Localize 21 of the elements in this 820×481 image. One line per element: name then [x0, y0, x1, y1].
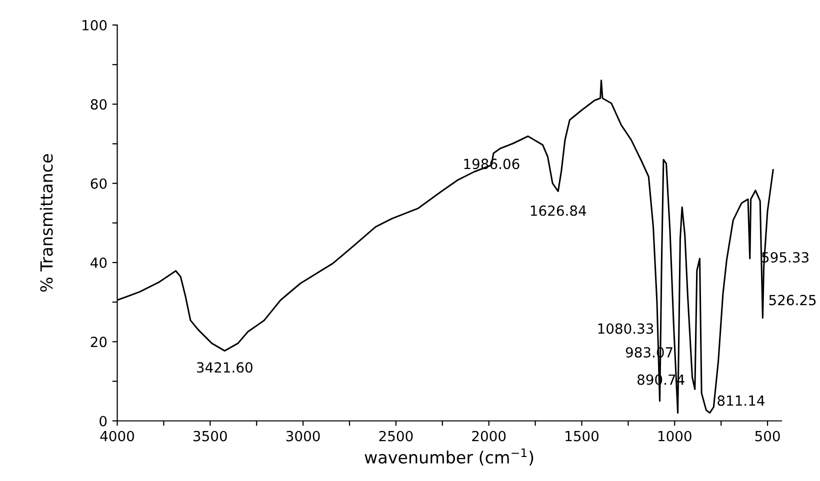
- x-axis-title: wavenumber (cm$^{−1}$): [364, 448, 534, 466]
- x-tick-label: 3000: [286, 430, 320, 442]
- x-tick-label: 3500: [194, 430, 227, 442]
- x-tick-label: 2500: [379, 430, 413, 442]
- annotation: 811.14: [718, 395, 765, 406]
- y-axis-title: % Transmittance: [40, 154, 53, 292]
- annotation: 1080.33: [598, 323, 654, 334]
- y-tick-label: 60: [90, 178, 107, 189]
- annotation: 1626.84: [530, 205, 586, 216]
- x-tick-label: 4000: [100, 430, 134, 442]
- y-tick-label: 0: [100, 416, 107, 426]
- y-tick-label: 20: [90, 336, 107, 348]
- y-tick-label: 80: [90, 99, 107, 110]
- y-tick-label: 100: [82, 20, 107, 30]
- x-tick-label: 2000: [472, 430, 506, 442]
- x-tick-label: 500: [755, 430, 780, 442]
- annotation: 526.25: [769, 294, 816, 306]
- x-tick-label: 1500: [566, 430, 598, 442]
- x-tick-label: 1000: [658, 430, 692, 442]
- annotation: 3421.60: [196, 362, 252, 373]
- y-tick-label: 40: [90, 258, 107, 268]
